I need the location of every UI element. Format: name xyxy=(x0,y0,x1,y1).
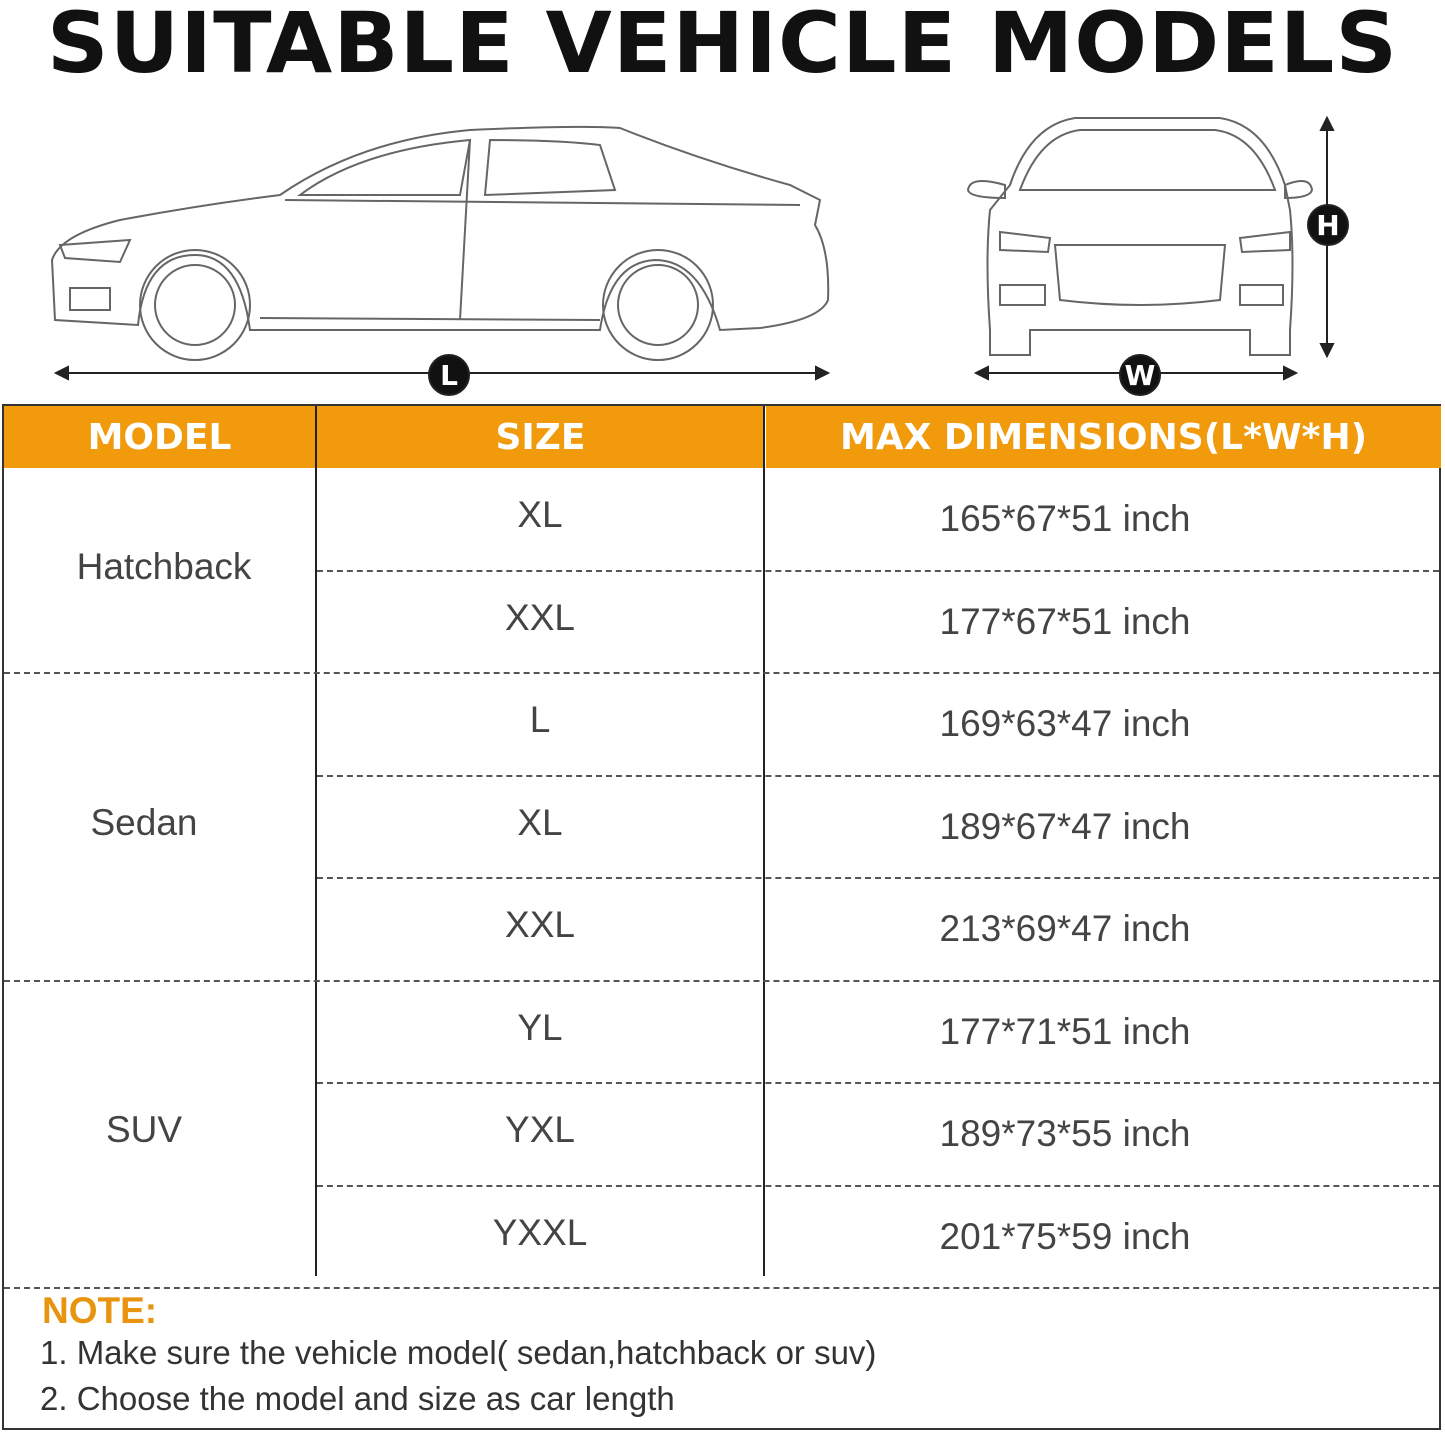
dimensions-cell: 189*67*47 inch xyxy=(939,805,1191,847)
row-divider xyxy=(317,569,1439,572)
header-model: MODEL xyxy=(4,406,315,468)
size-cell: YXXL xyxy=(492,1211,588,1253)
row-divider xyxy=(317,774,1439,777)
length-dimension-arrow xyxy=(53,354,831,396)
note-title: NOTE: xyxy=(42,1290,158,1331)
page-title: SUITABLE VEHICLE MODELS xyxy=(46,0,1399,92)
dimensions-cell: 201*75*59 inch xyxy=(939,1215,1191,1257)
header-dimensions: MAX DIMENSIONS(L*W*H) xyxy=(766,406,1441,468)
size-cell: XXL xyxy=(505,904,575,946)
note-line: 2. Choose the model and size as car leng… xyxy=(40,1380,675,1417)
height-dimension-arrow xyxy=(1307,115,1349,359)
width-dimension-arrow xyxy=(973,354,1299,396)
size-cell: XXL xyxy=(505,596,575,638)
height-label: H xyxy=(1316,209,1339,242)
model-cell: Hatchback xyxy=(76,545,252,587)
size-cell: XL xyxy=(517,801,563,843)
size-cell: XL xyxy=(517,494,563,536)
sedan-front-view-icon xyxy=(966,117,1314,356)
width-label: W xyxy=(1125,359,1156,392)
length-label: L xyxy=(440,359,458,392)
note-line: 1. Make sure the vehicle model( sedan,ha… xyxy=(40,1334,877,1371)
row-divider xyxy=(4,979,1439,982)
dimensions-cell: 165*67*51 inch xyxy=(939,498,1191,540)
column-divider xyxy=(315,406,317,1276)
size-cell: YXL xyxy=(505,1109,575,1151)
model-cell: Sedan xyxy=(90,801,198,843)
model-cell: SUV xyxy=(105,1109,183,1151)
row-divider xyxy=(317,877,1439,879)
dimensions-cell: 189*73*55 inch xyxy=(939,1113,1191,1155)
dimensions-cell: 169*63*47 inch xyxy=(939,703,1191,745)
size-table: MODEL SIZE MAX DIMENSIONS(L*W*H) XL 165*… xyxy=(2,404,1441,1289)
dimensions-cell: 177*71*51 inch xyxy=(939,1010,1191,1052)
column-divider xyxy=(763,406,765,1276)
row-divider xyxy=(4,672,1439,674)
header-size: SIZE xyxy=(317,406,764,468)
row-divider xyxy=(317,1082,1439,1084)
sedan-side-view-icon xyxy=(50,125,830,361)
dimensions-cell: 213*69*47 inch xyxy=(939,908,1191,950)
row-divider xyxy=(317,1184,1439,1187)
size-cell: L xyxy=(529,699,551,741)
row-divider xyxy=(4,1287,1439,1289)
vehicle-illustrations: L W H xyxy=(50,115,1349,396)
size-cell: YL xyxy=(517,1006,563,1048)
note-box: NOTE: 1. Make sure the vehicle model( se… xyxy=(2,1276,1441,1430)
dimensions-cell: 177*67*51 inch xyxy=(939,600,1191,642)
